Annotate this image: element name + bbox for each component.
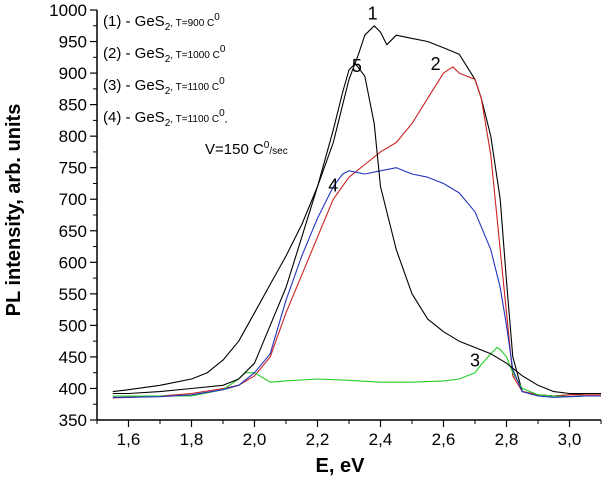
curve-label-4: 4 <box>328 176 338 196</box>
y-tick-label: 500 <box>59 316 87 335</box>
x-tick-label: 2,6 <box>432 430 456 449</box>
y-tick-label: 450 <box>59 348 87 367</box>
y-axis-label: PL intensity, arb. units <box>3 104 25 317</box>
legend-entry-5: V=150 C0/sec <box>205 140 288 158</box>
curve-labels-layer: 1 2 3 4 5 <box>328 3 480 370</box>
series-line-4 <box>112 167 601 398</box>
y-tick-label: 600 <box>59 253 87 272</box>
curve-label-1: 1 <box>368 3 378 23</box>
y-tick-label: 550 <box>59 285 87 304</box>
legend-entry-4: (4) - GeS2, T=1100 C0, <box>103 108 227 129</box>
y-tick-label: 350 <box>59 411 87 430</box>
x-tick-label: 3,0 <box>558 430 582 449</box>
series-line-3 <box>112 346 601 398</box>
y-tick-label: 900 <box>59 64 87 83</box>
legend: (1) - GeS2, T=900 C0​ (2) - GeS2, T=1000 … <box>103 12 288 158</box>
x-tick-label: 1,8 <box>180 430 204 449</box>
series-layer <box>112 25 601 399</box>
x-tick-label: 1,6 <box>117 430 141 449</box>
curve-label-5: 5 <box>352 56 362 76</box>
y-tick-label: 1000 <box>49 1 87 20</box>
x-tick-label: 2,4 <box>369 430 393 449</box>
y-tick-label: 850 <box>59 96 87 115</box>
x-tick-label: 2,2 <box>306 430 330 449</box>
series-line-1 <box>112 25 601 397</box>
y-tick-label: 400 <box>59 379 87 398</box>
legend-entry-1: (1) - GeS2, T=900 C0​ <box>103 12 220 33</box>
x-tick-label: 2,0 <box>243 430 267 449</box>
series-line-5 <box>112 63 601 395</box>
y-tick-label: 950 <box>59 33 87 52</box>
x-axis-label: E, eV <box>316 455 366 477</box>
series-line-2 <box>112 66 601 399</box>
curve-label-3: 3 <box>470 350 480 370</box>
axes-layer: 350 400 450 500 550 600 650 700 750 800 850 900 950 1… <box>49 1 602 449</box>
y-tick-label: 650 <box>59 222 87 241</box>
y-tick-label: 700 <box>59 190 87 209</box>
x-tick-label: 2,8 <box>495 430 519 449</box>
legend-entry-3: (3) - GeS2, T=1100 C0​ <box>103 76 225 97</box>
y-tick-label: 750 <box>59 159 87 178</box>
legend-entry-2: (2) - GeS2, T=1000 C0​ <box>103 44 226 65</box>
y-tick-label: 800 <box>59 127 87 146</box>
curve-label-2: 2 <box>431 54 441 74</box>
